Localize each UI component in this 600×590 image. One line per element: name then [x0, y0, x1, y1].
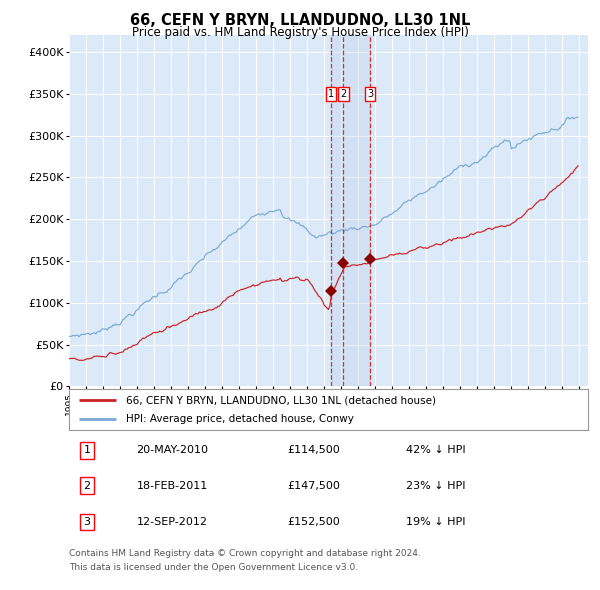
- Text: 3: 3: [83, 517, 91, 527]
- Text: £114,500: £114,500: [287, 445, 340, 455]
- Text: Contains HM Land Registry data © Crown copyright and database right 2024.: Contains HM Land Registry data © Crown c…: [69, 549, 421, 558]
- Text: 2: 2: [340, 89, 347, 99]
- Text: 23% ↓ HPI: 23% ↓ HPI: [406, 481, 466, 490]
- Text: 12-SEP-2012: 12-SEP-2012: [136, 517, 208, 527]
- Text: 1: 1: [328, 89, 334, 99]
- Text: £147,500: £147,500: [287, 481, 340, 490]
- Text: Price paid vs. HM Land Registry's House Price Index (HPI): Price paid vs. HM Land Registry's House …: [131, 26, 469, 39]
- Text: This data is licensed under the Open Government Licence v3.0.: This data is licensed under the Open Gov…: [69, 563, 358, 572]
- Text: 2: 2: [83, 481, 91, 490]
- Text: 42% ↓ HPI: 42% ↓ HPI: [406, 445, 466, 455]
- Text: 18-FEB-2011: 18-FEB-2011: [136, 481, 208, 490]
- Text: 3: 3: [367, 89, 373, 99]
- Text: 19% ↓ HPI: 19% ↓ HPI: [406, 517, 466, 527]
- Text: 1: 1: [83, 445, 91, 455]
- Text: HPI: Average price, detached house, Conwy: HPI: Average price, detached house, Conw…: [126, 415, 354, 424]
- Text: £152,500: £152,500: [287, 517, 340, 527]
- Text: 20-MAY-2010: 20-MAY-2010: [136, 445, 208, 455]
- Text: 66, CEFN Y BRYN, LLANDUDNO, LL30 1NL: 66, CEFN Y BRYN, LLANDUDNO, LL30 1NL: [130, 13, 470, 28]
- Text: 66, CEFN Y BRYN, LLANDUDNO, LL30 1NL (detached house): 66, CEFN Y BRYN, LLANDUDNO, LL30 1NL (de…: [126, 395, 436, 405]
- Bar: [331, 35, 370, 386]
